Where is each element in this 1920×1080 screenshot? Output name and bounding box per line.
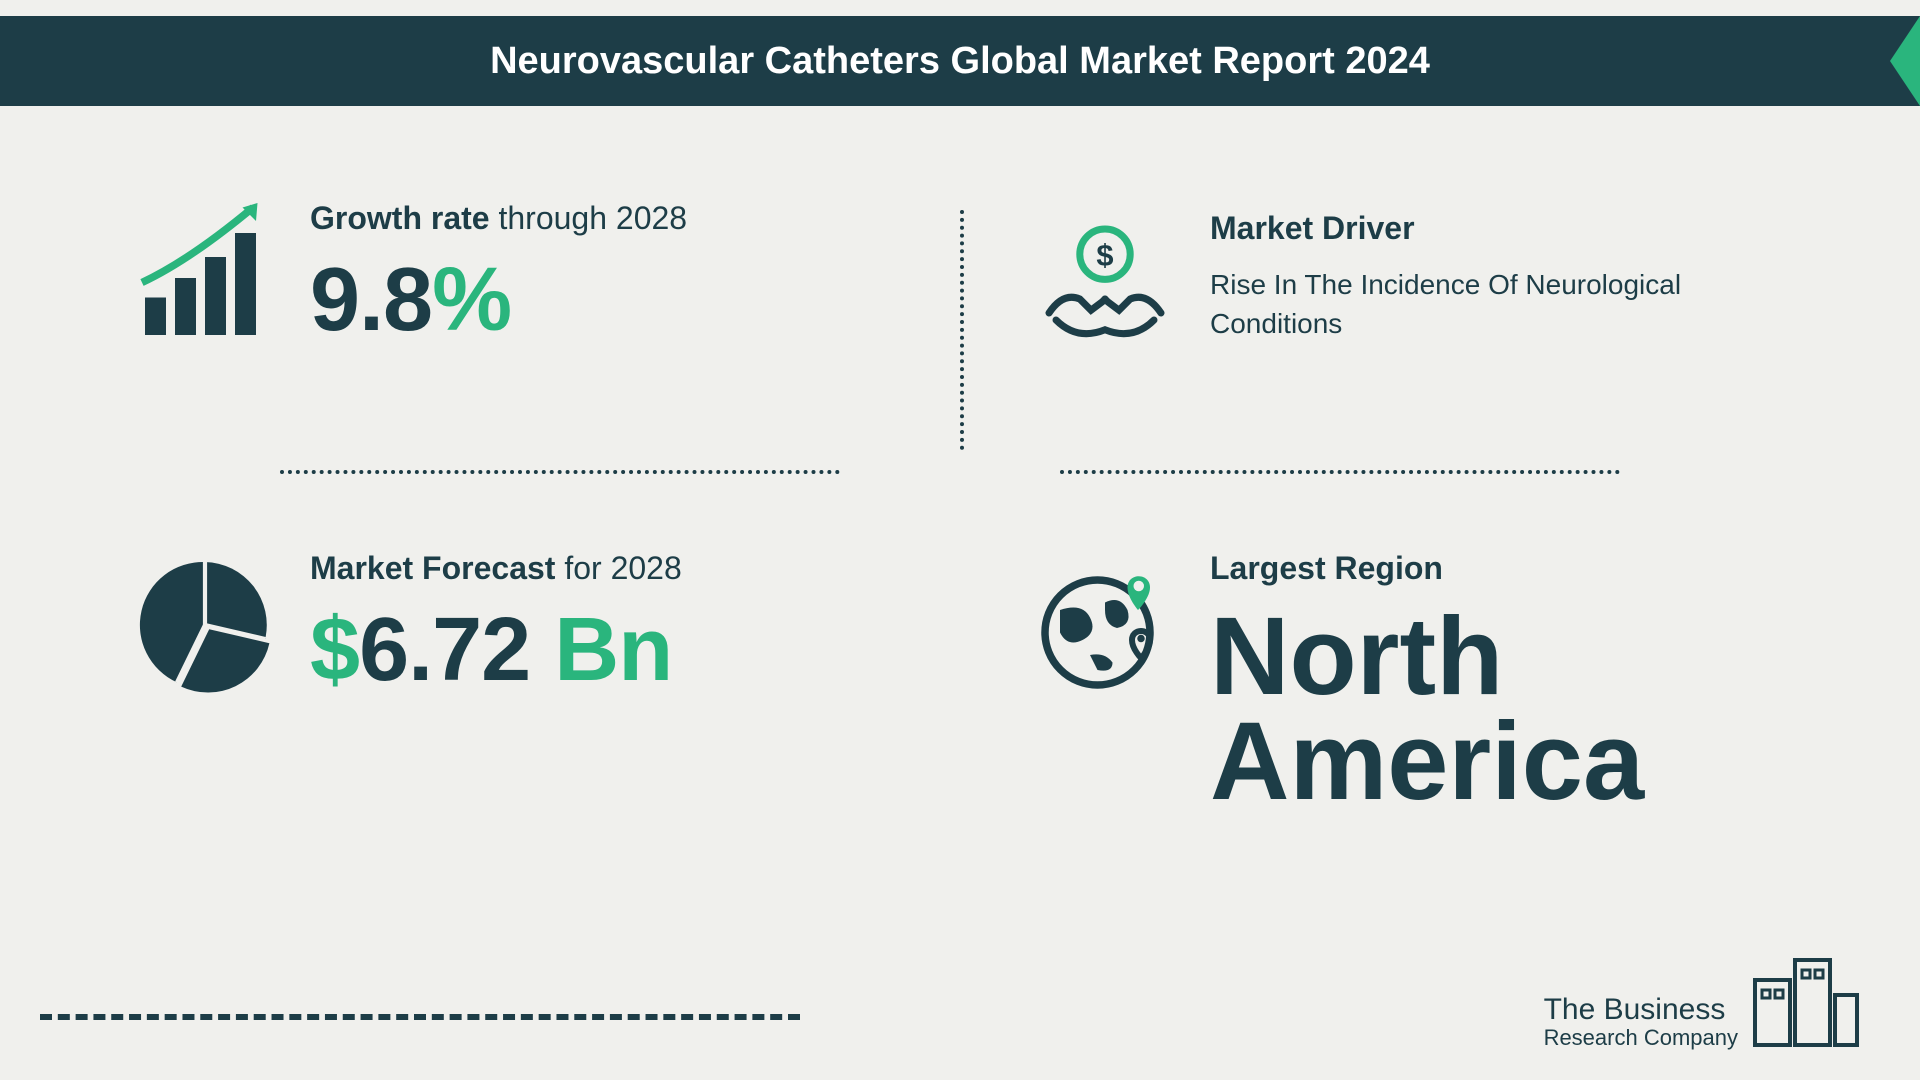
growth-label-bold: Growth rate: [310, 200, 490, 236]
driver-label-text: Market Driver: [1210, 210, 1415, 246]
region-label: Largest Region: [1210, 550, 1750, 587]
divider-v: [960, 210, 964, 450]
driver-label: Market Driver: [1210, 210, 1750, 247]
region-section: Largest Region North America: [1030, 550, 1750, 814]
forecast-value-unit: Bn: [530, 600, 672, 700]
driver-text: Rise In The Incidence Of Neurological Co…: [1210, 265, 1750, 343]
divider-dash-bottom: [40, 1014, 800, 1020]
growth-label-rest: through 2028: [490, 200, 688, 236]
forecast-section: Market Forecast for 2028 $6.72 Bn: [130, 550, 850, 700]
logo-line2: Research Company: [1544, 1026, 1738, 1050]
driver-section: $ Market Driver Rise In The Incidence Of…: [1030, 210, 1750, 360]
logo-text: The Business Research Company: [1544, 993, 1738, 1050]
region-value-line1: North: [1210, 605, 1750, 710]
company-logo: The Business Research Company: [1544, 950, 1860, 1050]
forecast-label-rest: for 2028: [555, 550, 681, 586]
growth-section: Growth rate through 2028 9.8%: [130, 200, 850, 350]
svg-text:$: $: [1096, 237, 1113, 272]
forecast-value-currency: $: [310, 600, 359, 700]
forecast-label: Market Forecast for 2028: [310, 550, 850, 587]
hands-coin-icon: $: [1030, 210, 1180, 360]
growth-value-percent: %: [432, 250, 511, 350]
header-accent: [1890, 16, 1920, 106]
globe-pins-icon: [1030, 550, 1180, 700]
growth-chart-icon: [130, 200, 280, 350]
forecast-value: $6.72 Bn: [310, 605, 850, 695]
region-label-text: Largest Region: [1210, 550, 1443, 586]
divider-h-right: [1060, 470, 1620, 474]
header-title: Neurovascular Catheters Global Market Re…: [490, 40, 1430, 83]
forecast-value-number: 6.72: [359, 600, 530, 700]
pie-chart-icon: [130, 550, 280, 700]
divider-h-left: [280, 470, 840, 474]
growth-label: Growth rate through 2028: [310, 200, 850, 237]
header-bar: Neurovascular Catheters Global Market Re…: [0, 16, 1920, 106]
forecast-label-bold: Market Forecast: [310, 550, 555, 586]
logo-line1: The Business: [1544, 993, 1738, 1026]
growth-value: 9.8%: [310, 255, 850, 345]
region-value: North America: [1210, 605, 1750, 814]
logo-buildings-icon: [1750, 950, 1860, 1050]
region-value-line2: America: [1210, 710, 1750, 815]
growth-value-number: 9.8: [310, 250, 432, 350]
